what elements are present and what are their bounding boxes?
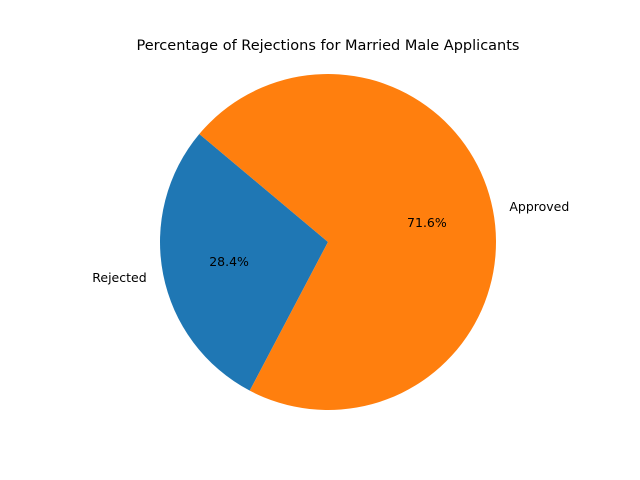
chart-title: Percentage of Rejections for Married Mal… xyxy=(137,38,520,54)
pie-labels: Rejected 28.4% Approved 71.6% xyxy=(92,199,569,285)
slice-percent-rejected: 28.4% xyxy=(209,254,249,269)
pie-slices xyxy=(159,74,496,411)
pie-slice-rejected xyxy=(159,134,328,391)
slice-percent-approved: 71.6% xyxy=(407,215,447,230)
slice-label-approved: Approved xyxy=(509,199,569,214)
pie-slice-approved xyxy=(199,74,496,411)
slice-label-rejected: Rejected xyxy=(92,270,146,285)
